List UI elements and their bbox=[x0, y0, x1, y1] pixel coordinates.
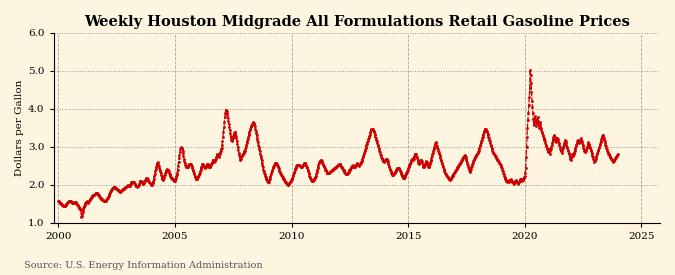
Title: Weekly Houston Midgrade All Formulations Retail Gasoline Prices: Weekly Houston Midgrade All Formulations… bbox=[84, 15, 630, 29]
Text: Source: U.S. Energy Information Administration: Source: U.S. Energy Information Administ… bbox=[24, 261, 263, 270]
Y-axis label: Dollars per Gallon: Dollars per Gallon bbox=[15, 80, 24, 176]
